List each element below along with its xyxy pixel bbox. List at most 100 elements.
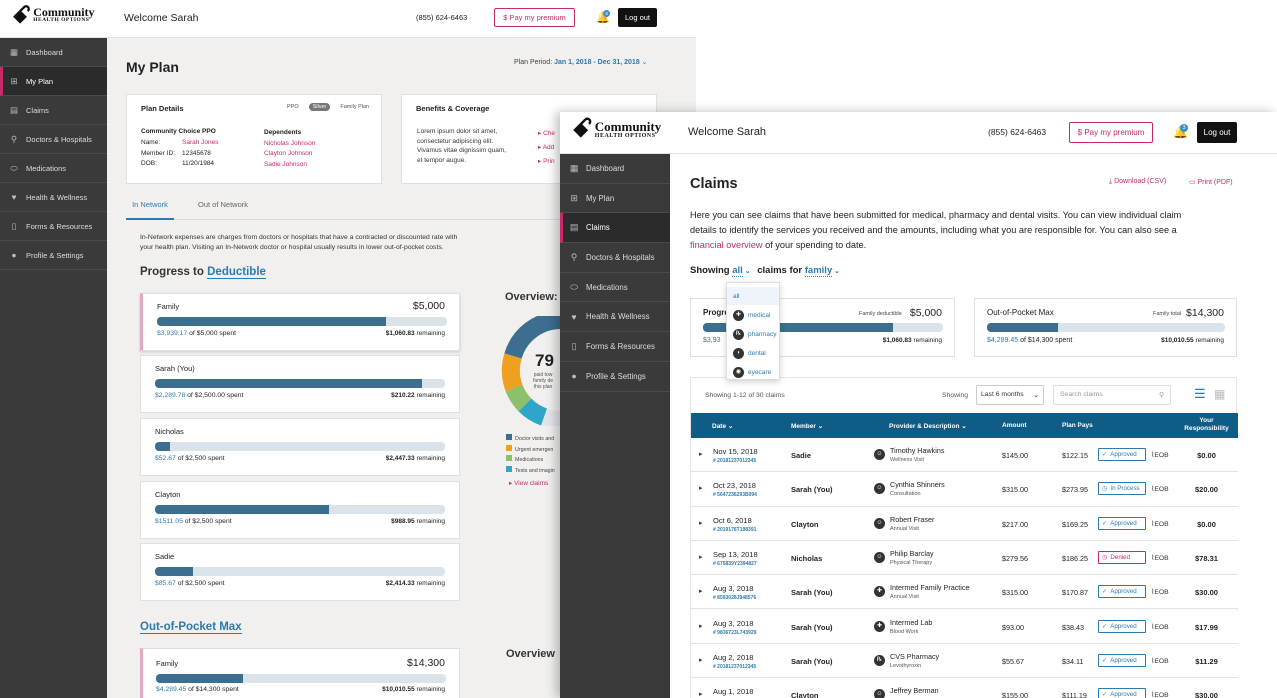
tab-out-of-network[interactable]: Out of Network: [197, 200, 249, 209]
table-row[interactable]: ▸ Aug 1, 2018 Clayton ☺ Jeffrey Berman $155.0…: [691, 678, 1238, 698]
expand-chevron-icon[interactable]: ▸: [699, 553, 703, 561]
sidebar-item-health-wellness[interactable]: ♥ Health & Wellness: [560, 303, 670, 333]
financial-overview-link[interactable]: financial overview: [690, 240, 763, 250]
status-badge[interactable]: ◷ In Process: [1098, 482, 1146, 496]
deductible-card[interactable]: Sarah (You) $2,289.78 of $2,500.00 spent $…: [140, 355, 460, 413]
sidebar-item-forms-resources[interactable]: ▯ Forms & Resources: [560, 332, 670, 362]
list-view-icon[interactable]: ☰: [1194, 386, 1206, 401]
oop-family-card[interactable]: Family $14,300 $4,289.45 of $14,300 spen…: [140, 648, 460, 698]
eob-link[interactable]: ⌇EOB: [1151, 485, 1169, 493]
logo[interactable]: ꗃ Community HEALTH OPTIONS: [12, 3, 95, 27]
benefit-link[interactable]: ▸ Che: [538, 130, 556, 137]
sidebar-item-my-plan[interactable]: ⊞ My Plan: [560, 184, 670, 214]
phone-number[interactable]: (855) 624-6463: [988, 127, 1047, 137]
table-row[interactable]: ▸ Aug 3, 2018 # 8593028J948576 Sarah (You) ✚…: [691, 575, 1238, 610]
status-badge[interactable]: ✓ Approved: [1098, 585, 1146, 599]
status-badge[interactable]: ✓ Approved: [1098, 688, 1146, 698]
expand-chevron-icon[interactable]: ▸: [699, 485, 703, 493]
provider-name[interactable]: Jeffrey Berman: [890, 686, 939, 696]
eob-link[interactable]: ⌇EOB: [1151, 520, 1169, 528]
claim-id[interactable]: # 8593028J948576: [713, 595, 757, 602]
deductible-card[interactable]: Clayton $1511.05 of $2,500 spent $988.95 r…: [140, 481, 460, 539]
sidebar-item-my-plan[interactable]: ⊞ My Plan: [0, 67, 107, 96]
claim-id[interactable]: # 2019176T198391: [713, 526, 757, 533]
provider-name[interactable]: Philip Barclay: [890, 548, 934, 558]
provider-name[interactable]: Robert Fraser: [890, 514, 935, 524]
oop-summary-card[interactable]: Out-of-Pocket Max Family total $14,300 $…: [974, 298, 1237, 357]
table-row[interactable]: ▸ Aug 2, 2018 # 20181237012345 Sarah (You) ℞…: [691, 643, 1238, 679]
claim-type-select[interactable]: all: [732, 265, 743, 277]
dependent-link[interactable]: Sadie Johnson: [264, 160, 308, 168]
status-badge[interactable]: ✓ Approved: [1098, 516, 1146, 530]
sidebar-item-medications[interactable]: ⬭ Medications: [0, 154, 107, 183]
sidebar-item-doctors-hospitals[interactable]: ⚲ Doctors & Hospitals: [0, 125, 107, 154]
dependent-link[interactable]: Clayton Johnson: [264, 150, 313, 157]
plan-period-select[interactable]: Jan 1, 2018 - Dec 31, 2018: [554, 59, 640, 66]
status-badge[interactable]: ✓ Approved: [1098, 448, 1146, 461]
download-csv-link[interactable]: ⤓ Download (CSV): [1109, 178, 1166, 186]
dropdown-option-eyecare[interactable]: ◉ eyecare: [727, 363, 779, 381]
dependent-link[interactable]: Nicholas Johnson: [264, 139, 316, 147]
deductible-card[interactable]: Nicholas $52.67 of $2,500 spent $2,447.33 …: [140, 418, 460, 476]
dropdown-option-all[interactable]: all: [727, 287, 779, 305]
provider-name[interactable]: Intermed Family Practice: [890, 583, 970, 593]
print-pdf-link[interactable]: ▭ Print (PDF): [1189, 178, 1233, 186]
eob-link[interactable]: ⌇EOB: [1151, 657, 1169, 665]
oop-link[interactable]: Out-of-Pocket Max: [140, 621, 242, 634]
phone-number[interactable]: (855) 624-6463: [416, 13, 468, 22]
expand-chevron-icon[interactable]: ▸: [699, 656, 703, 664]
member-name[interactable]: Sarah Jones: [182, 139, 219, 146]
provider-name[interactable]: CVS Pharmacy: [890, 651, 940, 661]
expand-chevron-icon[interactable]: ▸: [699, 691, 703, 698]
chevron-down-icon[interactable]: ⌄: [742, 268, 751, 275]
claim-id[interactable]: # 5647236293B094: [713, 492, 757, 499]
expand-chevron-icon[interactable]: ▸: [699, 451, 703, 458]
table-row[interactable]: ▸ Oct 6, 2018 # 2019176T198391 Clayton ☺ Robe…: [691, 506, 1238, 541]
table-row[interactable]: ▸ Sep 13, 2018 # 675839Y2394827 Nicholas ☺ Ph…: [691, 540, 1238, 576]
sidebar-item-forms-resources[interactable]: ▯ Forms & Resources: [0, 212, 107, 241]
benefit-link[interactable]: ▸ Prin: [538, 158, 555, 165]
sidebar-item-claims[interactable]: ▤ Claims: [0, 96, 107, 125]
status-badge[interactable]: ✓ Approved: [1098, 653, 1146, 667]
claim-id[interactable]: # 20181237012345: [713, 458, 757, 464]
sidebar-item-profile-settings[interactable]: ● Profile & Settings: [560, 362, 670, 392]
benefit-link[interactable]: ▸ Add: [538, 144, 555, 151]
search-input[interactable]: Search claims ⚲: [1053, 385, 1171, 405]
eob-link[interactable]: ⌇EOB: [1151, 623, 1169, 631]
dropdown-option-medical[interactable]: ✚ medical: [727, 306, 779, 324]
pay-premium-button[interactable]: $ Pay my premium: [1069, 122, 1153, 143]
eob-link[interactable]: ⌇EOB: [1151, 588, 1169, 596]
sidebar-item-health-wellness[interactable]: ♥ Health & Wellness: [0, 183, 107, 212]
provider-name[interactable]: Timothy Hawkins: [890, 446, 945, 455]
claim-id[interactable]: # 20181237012345: [713, 663, 757, 670]
sidebar-item-dashboard[interactable]: ▦ Dashboard: [0, 38, 107, 67]
pay-premium-button[interactable]: $ Pay my premium: [494, 8, 575, 27]
logout-button[interactable]: Log out: [1197, 122, 1237, 143]
sidebar-item-claims[interactable]: ▤ Claims: [560, 213, 670, 244]
eob-link[interactable]: ⌇EOB: [1151, 554, 1169, 562]
provider-name[interactable]: Cynthia Shinners: [890, 480, 945, 490]
col-member[interactable]: Member ⌄: [791, 422, 823, 430]
expand-chevron-icon[interactable]: ▸: [699, 622, 703, 630]
expand-chevron-icon[interactable]: ▸: [699, 519, 703, 527]
chevron-down-icon[interactable]: ⌄: [832, 268, 841, 275]
eob-link[interactable]: ⌇EOB: [1151, 451, 1169, 459]
sidebar-item-dashboard[interactable]: ▦ Dashboard: [560, 154, 670, 184]
sidebar-item-medications[interactable]: ⬭ Medications: [560, 273, 670, 303]
view-claims-link[interactable]: ▸ View claims: [509, 480, 549, 487]
dropdown-option-dental[interactable]: ◗ dental: [727, 344, 779, 362]
dropdown-option-pharmacy[interactable]: ℞ pharmacy: [727, 325, 779, 343]
chevron-down-icon[interactable]: ⌄: [641, 59, 648, 66]
col-provider[interactable]: Provider & Description ⌄: [889, 422, 967, 430]
deductible-card[interactable]: Sadie $85.67 of $2,500 spent $2,414.33 rem…: [140, 543, 460, 601]
logo[interactable]: ꗃ Community HEALTH OPTIONS: [572, 116, 661, 142]
tab-in-network[interactable]: In Network: [126, 200, 174, 220]
date-filter-select[interactable]: Last 6 months ⌄: [976, 385, 1044, 405]
deductible-card[interactable]: Family $5,000 $3,939.17 of $5,000 spent $1,…: [140, 293, 460, 351]
sidebar-item-profile-settings[interactable]: ● Profile & Settings: [0, 241, 107, 270]
claim-id[interactable]: # 9836723L743929: [713, 629, 757, 636]
grid-view-icon[interactable]: ▦: [1214, 387, 1226, 401]
status-badge[interactable]: ◷ Denied: [1098, 550, 1146, 564]
claim-id[interactable]: # 675839Y2394827: [713, 560, 757, 567]
logout-button[interactable]: Log out: [618, 8, 657, 27]
